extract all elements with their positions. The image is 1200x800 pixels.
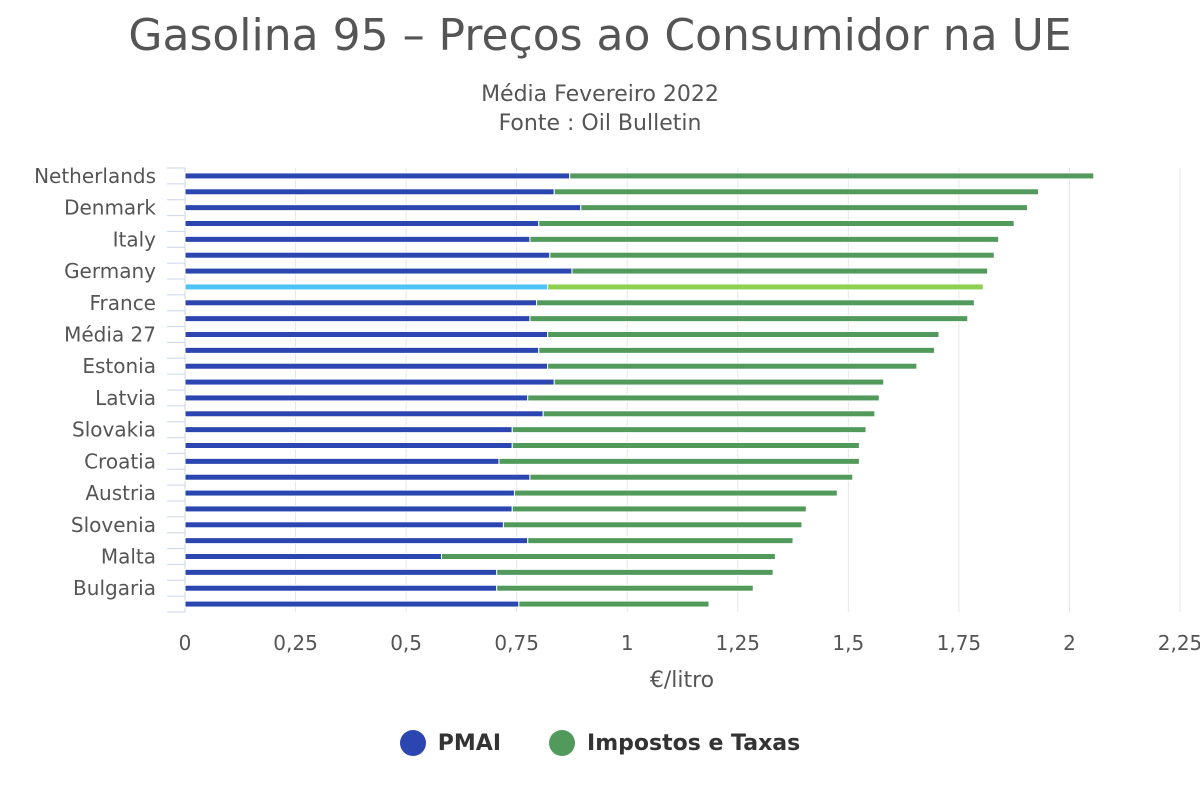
bar-pmai[interactable]: [184, 331, 549, 338]
bar-impostos-taxas[interactable]: [498, 457, 860, 465]
bar-impostos-taxas[interactable]: [529, 473, 854, 481]
bar-impostos-taxas[interactable]: [536, 299, 975, 307]
bar-impostos-taxas[interactable]: [580, 204, 1028, 212]
bar-impostos-taxas[interactable]: [511, 505, 807, 513]
bar-pmai[interactable]: [184, 568, 498, 576]
y-category-label: Netherlands: [34, 164, 156, 188]
x-tick-label: 1,25: [716, 631, 761, 655]
x-tick-label: 2: [1063, 631, 1076, 655]
bar-impostos-taxas[interactable]: [547, 331, 940, 338]
bar-pmai[interactable]: [184, 346, 540, 354]
legend-label-impostos: Impostos e Taxas: [587, 730, 801, 756]
grid-layer: [167, 167, 1181, 613]
y-category-label: Austria: [85, 481, 156, 505]
bar-pmai[interactable]: [184, 204, 582, 212]
y-category-label: Média 27: [64, 323, 156, 347]
bar-impostos-taxas[interactable]: [569, 172, 1095, 180]
bar-impostos-taxas[interactable]: [547, 283, 984, 291]
chart-subtitle-period: Média Fevereiro 2022: [481, 82, 719, 107]
bar-pmai[interactable]: [184, 442, 513, 449]
y-category-label: Italy: [113, 227, 157, 251]
bar-impostos-taxas[interactable]: [513, 489, 838, 497]
bar-pmai[interactable]: [184, 521, 504, 529]
y-category-label: Croatia: [84, 449, 156, 473]
x-tick-label: 2,25: [1158, 631, 1200, 655]
bar-impostos-taxas[interactable]: [549, 251, 995, 259]
y-category-label: Latvia: [95, 386, 156, 410]
bar-pmai[interactable]: [184, 426, 513, 434]
x-axis-labels: 0 0,25 0,5 0,75 1 1,25 1,5 1,75 2 2,25: [179, 631, 1200, 655]
bar-impostos-taxas[interactable]: [538, 346, 936, 354]
x-tick-label: 0,75: [494, 631, 539, 655]
bar-pmai[interactable]: [184, 267, 573, 275]
y-category-label: Slovakia: [72, 418, 156, 442]
y-category-label: France: [89, 291, 156, 315]
x-tick-label: 0,5: [390, 631, 422, 655]
bar-pmai[interactable]: [184, 362, 549, 370]
bar-impostos-taxas[interactable]: [440, 553, 776, 560]
bar-pmai[interactable]: [184, 457, 500, 465]
bar-impostos-taxas[interactable]: [553, 188, 1039, 196]
bar-pmai[interactable]: [184, 489, 515, 497]
bars-layer: [184, 172, 1095, 608]
bar-impostos-taxas[interactable]: [527, 394, 880, 402]
y-category-label: Germany: [64, 259, 156, 283]
x-tick-label: 0,25: [273, 631, 318, 655]
bar-pmai[interactable]: [184, 299, 538, 307]
bar-impostos-taxas[interactable]: [553, 378, 885, 386]
x-tick-label: 1,5: [832, 631, 864, 655]
bar-pmai[interactable]: [184, 553, 442, 560]
y-category-label: Malta: [101, 545, 156, 569]
bar-impostos-taxas[interactable]: [496, 584, 754, 592]
y-category-label: Slovenia: [71, 513, 156, 537]
x-axis-title: €/litro: [650, 668, 714, 693]
bar-impostos-taxas[interactable]: [547, 362, 918, 370]
bar-pmai[interactable]: [184, 505, 513, 513]
bar-impostos-taxas[interactable]: [529, 235, 1000, 243]
legend-marker-pmai: [399, 730, 426, 756]
y-category-label: Bulgaria: [73, 576, 156, 600]
bar-impostos-taxas[interactable]: [502, 521, 803, 529]
bar-pmai[interactable]: [184, 188, 555, 196]
bar-pmai[interactable]: [184, 584, 498, 592]
bar-impostos-taxas[interactable]: [571, 267, 989, 275]
bar-pmai[interactable]: [184, 600, 520, 608]
bar-impostos-taxas[interactable]: [518, 600, 710, 608]
bar-impostos-taxas[interactable]: [529, 315, 969, 323]
x-tick-label: 1: [621, 631, 634, 655]
y-category-label: Estonia: [82, 354, 156, 378]
bar-pmai[interactable]: [184, 172, 571, 180]
bar-impostos-taxas[interactable]: [542, 410, 876, 418]
x-tick-label: 1,75: [937, 631, 982, 655]
legend-label-pmai: PMAI: [437, 730, 502, 756]
bar-pmai[interactable]: [184, 315, 531, 323]
y-axis-labels: Netherlands Denmark Italy Germany France Médi…: [34, 164, 156, 600]
bar-pmai[interactable]: [184, 537, 529, 545]
bar-impostos-taxas[interactable]: [496, 568, 774, 576]
bar-pmai[interactable]: [184, 394, 529, 402]
bar-pmai[interactable]: [184, 410, 544, 418]
bar-pmai[interactable]: [184, 378, 555, 386]
bar-impostos-taxas[interactable]: [511, 426, 867, 434]
legend-marker-impostos: [549, 730, 576, 756]
y-category-label: Denmark: [64, 196, 156, 220]
chart-subtitle-source: Fonte : Oil Bulletin: [498, 111, 702, 136]
bar-impostos-taxas[interactable]: [511, 442, 860, 449]
bar-impostos-taxas[interactable]: [527, 537, 794, 545]
bar-pmai[interactable]: [184, 283, 549, 291]
bar-pmai[interactable]: [184, 473, 531, 481]
legend: PMAI Impostos e Taxas: [0, 730, 1200, 756]
bar-pmai[interactable]: [184, 251, 551, 259]
bar-impostos-taxas[interactable]: [538, 220, 1015, 227]
bar-pmai[interactable]: [184, 220, 540, 227]
chart-title: Gasolina 95 – Preços ao Consumidor na UE: [128, 10, 1072, 61]
bar-pmai[interactable]: [184, 235, 531, 243]
legend-item-pmai[interactable]: PMAI: [399, 730, 502, 756]
legend-item-impostos[interactable]: Impostos e Taxas: [549, 730, 800, 756]
x-tick-label: 0: [179, 631, 192, 655]
